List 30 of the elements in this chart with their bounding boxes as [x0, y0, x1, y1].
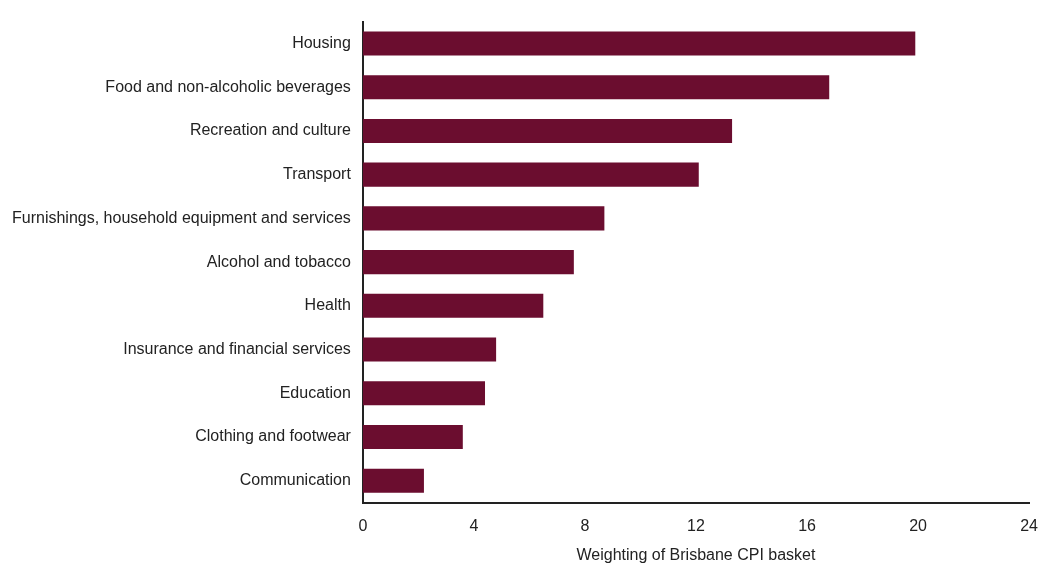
bar: [362, 118, 733, 143]
y-tick-label: Health: [304, 296, 351, 314]
bar: [362, 162, 699, 187]
y-tick-label: Housing: [292, 33, 351, 51]
bar: [362, 31, 916, 56]
bar: [362, 293, 544, 318]
bar: [362, 206, 605, 231]
y-tick-label: Education: [279, 383, 351, 401]
x-tick-label: 24: [1020, 516, 1039, 534]
bar: [362, 75, 830, 100]
x-tick-label: 20: [909, 516, 928, 534]
x-tick-label: 0: [358, 516, 368, 534]
y-tick-label: Transport: [282, 165, 352, 183]
y-tick-label: Food and non-alcoholic beverages: [105, 77, 351, 95]
y-tick-label: Clothing and footwear: [195, 427, 352, 445]
x-axis-title: Weighting of Brisbane CPI basket: [576, 545, 817, 563]
y-tick-label: Communication: [239, 471, 351, 489]
y-tick-label: Recreation and culture: [189, 121, 351, 139]
x-tick-label: 4: [469, 516, 479, 534]
x-tick-label: 8: [580, 516, 590, 534]
y-tick-label: Alcohol and tobacco: [206, 252, 351, 270]
y-tick-label: Insurance and financial services: [123, 339, 351, 357]
x-tick-label: 12: [687, 516, 705, 534]
bar: [362, 468, 424, 493]
x-tick-label: 16: [798, 516, 817, 534]
y-tick-label: Furnishings, household equipment and services: [11, 208, 351, 226]
bar: [362, 337, 497, 362]
bar: [362, 381, 486, 406]
bar: [362, 250, 574, 275]
bar: [362, 424, 463, 450]
